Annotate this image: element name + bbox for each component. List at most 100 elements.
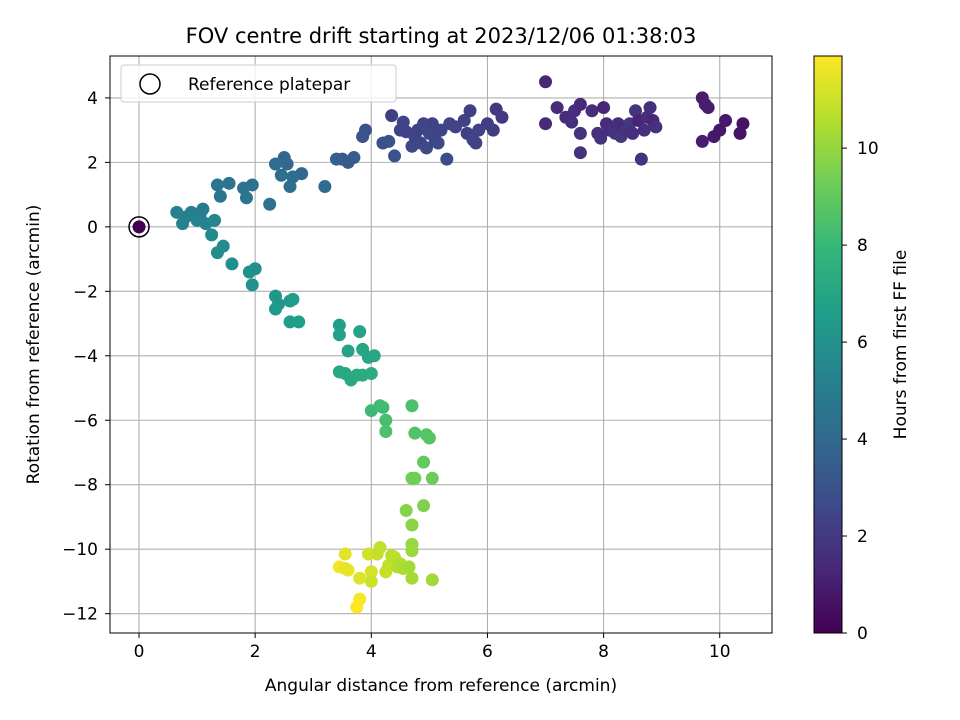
data-point [338, 562, 352, 576]
data-point [417, 455, 431, 469]
data-point [440, 152, 454, 166]
data-point [176, 217, 190, 231]
data-point [425, 471, 439, 485]
data-point [269, 302, 282, 316]
data-point [205, 228, 219, 242]
data-point [332, 328, 346, 342]
data-point [408, 426, 422, 440]
data-point [486, 123, 500, 137]
data-point [376, 400, 390, 414]
legend-box [120, 64, 397, 103]
data-point [695, 134, 709, 148]
data-point [341, 344, 355, 358]
data-point [573, 126, 587, 140]
colorbar-tick-label: 6 [857, 333, 868, 353]
gridlines [110, 56, 772, 633]
data-point [585, 104, 599, 118]
data-point [379, 413, 393, 427]
y-tick-label: −6 [73, 411, 98, 431]
data-point [597, 101, 611, 115]
data-point [286, 292, 300, 306]
data-point [350, 600, 364, 614]
y-tick-label: −10 [62, 540, 98, 560]
colorbar: 0 2 4 6 8 10 Hours from first FF file [813, 55, 911, 644]
data-point [405, 518, 419, 532]
data-point [170, 205, 184, 219]
data-point [208, 213, 222, 227]
data-point [388, 149, 402, 163]
data-point [379, 425, 393, 439]
data-point [626, 126, 640, 140]
data-point [353, 325, 367, 339]
data-point [736, 117, 750, 131]
data-point [594, 131, 608, 145]
y-tick-label: −4 [73, 347, 98, 367]
x-tick-label: 4 [366, 642, 377, 662]
data-point [292, 315, 306, 329]
data-point [457, 113, 471, 127]
data-point [274, 168, 288, 182]
data-point [222, 176, 236, 190]
colorbar-ticks: 0 2 4 6 8 10 [842, 139, 879, 644]
data-point [405, 399, 419, 413]
data-point [225, 257, 239, 271]
colorbar-tick-label: 10 [857, 139, 879, 159]
x-axis-label: Angular distance from reference (arcmin) [265, 676, 617, 696]
data-point [341, 155, 355, 169]
colorbar-tick-label: 2 [857, 527, 868, 547]
data-point [364, 565, 378, 579]
data-point [367, 349, 381, 363]
data-point [550, 101, 564, 115]
y-axis-label: Rotation from reference (arcmin) [24, 205, 44, 485]
data-point [318, 180, 332, 194]
data-point [463, 104, 477, 118]
data-point [539, 75, 553, 89]
chart-title: FOV centre drift starting at 2023/12/06 … [186, 24, 697, 48]
data-point [634, 152, 648, 166]
scatter-points [128, 75, 750, 614]
data-point [637, 123, 651, 137]
x-tick-label: 2 [250, 642, 261, 662]
x-tick-label: 6 [482, 642, 493, 662]
data-point [417, 499, 431, 513]
colorbar-gradient [813, 55, 843, 634]
data-point [216, 239, 230, 253]
x-axis-ticks: 0 2 4 6 8 10 [134, 633, 731, 662]
y-axis-ticks: −12 −10 −8 −6 −4 −2 0 2 4 [62, 89, 110, 625]
colorbar-tick-label: 4 [857, 430, 868, 450]
data-point [286, 170, 300, 184]
data-point [132, 220, 146, 234]
y-tick-label: 2 [87, 153, 98, 173]
data-point [263, 197, 277, 211]
data-point [248, 262, 262, 276]
data-point [422, 431, 436, 445]
data-point [713, 123, 727, 137]
data-point [373, 541, 387, 555]
y-tick-label: 4 [87, 89, 98, 109]
data-point [329, 152, 343, 166]
y-tick-label: −12 [62, 605, 98, 625]
data-point [565, 115, 579, 129]
y-tick-label: −2 [73, 282, 98, 302]
x-tick-label: 10 [709, 642, 731, 662]
x-tick-label: 0 [134, 642, 145, 662]
data-point [213, 189, 227, 203]
y-tick-label: 0 [87, 218, 98, 238]
data-point [269, 157, 282, 171]
colorbar-label: Hours from first FF file [891, 250, 911, 440]
data-point [643, 101, 657, 115]
reference-platepar-marker [128, 216, 150, 238]
data-point [469, 136, 483, 150]
data-point [245, 278, 259, 292]
data-point [338, 547, 352, 561]
data-point [719, 113, 733, 127]
data-point [408, 471, 422, 485]
data-point [364, 574, 378, 588]
data-point [332, 318, 346, 332]
data-point [573, 146, 587, 160]
data-point [405, 544, 419, 558]
data-point [495, 110, 509, 124]
plot-area-frame [109, 55, 773, 634]
x-tick-label: 8 [598, 642, 609, 662]
